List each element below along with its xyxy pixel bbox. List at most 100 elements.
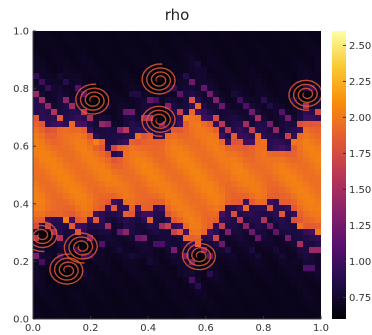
- heatmap-cell: [297, 223, 304, 230]
- heatmap-cell: [39, 289, 46, 296]
- heatmap-cell: [279, 169, 286, 176]
- heatmap-cell: [195, 139, 202, 146]
- heatmap-cell: [183, 301, 190, 308]
- heatmap-cell: [297, 277, 304, 284]
- heatmap-cell: [207, 229, 214, 236]
- heatmap-cell: [33, 145, 40, 152]
- heatmap-cell: [75, 157, 82, 164]
- heatmap-cell: [261, 67, 268, 74]
- heatmap-cell: [99, 67, 106, 74]
- heatmap-cell: [303, 301, 310, 308]
- heatmap-cell: [213, 73, 220, 80]
- heatmap-cell: [261, 37, 268, 44]
- heatmap-cell: [99, 91, 106, 98]
- heatmap-cell: [33, 37, 40, 44]
- heatmap-cell: [123, 283, 130, 290]
- heatmap-cell: [309, 49, 316, 56]
- heatmap-cell: [267, 109, 274, 116]
- heatmap-cell: [159, 193, 166, 200]
- heatmap-cell: [255, 247, 262, 254]
- x-tick-label: 0.8: [255, 323, 271, 334]
- heatmap-cell: [303, 241, 310, 248]
- heatmap-cell: [291, 61, 298, 68]
- heatmap-cell: [243, 175, 250, 182]
- heatmap-cell: [273, 169, 280, 176]
- heatmap-cell: [219, 97, 226, 104]
- heatmap-cell: [63, 205, 70, 212]
- heatmap-cell: [201, 139, 208, 146]
- heatmap-cell: [69, 163, 76, 170]
- heatmap-cell: [273, 199, 280, 206]
- heatmap-cell: [111, 91, 118, 98]
- heatmap-cell: [105, 115, 112, 122]
- heatmap-cell: [99, 139, 106, 146]
- heatmap-cell: [201, 223, 208, 230]
- heatmap-cell: [99, 73, 106, 80]
- heatmap-cell: [147, 223, 154, 230]
- heatmap-cell: [69, 235, 76, 242]
- heatmap-cell: [309, 211, 316, 218]
- heatmap-cell: [87, 187, 94, 194]
- heatmap-cell: [237, 265, 244, 272]
- heatmap-cell: [165, 295, 172, 302]
- heatmap-cell: [75, 253, 82, 260]
- heatmap-cell: [93, 43, 100, 50]
- heatmap-cell: [159, 307, 166, 314]
- heatmap-cell: [51, 223, 58, 230]
- heatmap-cell: [219, 169, 226, 176]
- heatmap-cell: [165, 175, 172, 182]
- heatmap-cell: [57, 127, 64, 134]
- heatmap-cell: [261, 187, 268, 194]
- heatmap-cell: [261, 31, 268, 38]
- heatmap-cell: [237, 193, 244, 200]
- heatmap-cell: [45, 289, 52, 296]
- heatmap-cell: [249, 229, 256, 236]
- heatmap-cell: [39, 265, 46, 272]
- heatmap-cell: [117, 103, 124, 110]
- heatmap-cell: [159, 283, 166, 290]
- heatmap-cell: [147, 145, 154, 152]
- heatmap-cell: [45, 259, 52, 266]
- heatmap-cell: [45, 133, 52, 140]
- heatmap-cell: [243, 307, 250, 314]
- heatmap-cell: [69, 301, 76, 308]
- heatmap-cell: [243, 97, 250, 104]
- heatmap-cell: [231, 91, 238, 98]
- colorbar-tick-label: 2.50: [349, 41, 371, 52]
- heatmap-cell: [249, 253, 256, 260]
- heatmap-cell: [123, 145, 130, 152]
- heatmap-cell: [51, 67, 58, 74]
- heatmap-cell: [309, 61, 316, 68]
- heatmap-cell: [99, 247, 106, 254]
- heatmap-cell: [87, 67, 94, 74]
- heatmap-cell: [69, 37, 76, 44]
- heatmap-cell: [117, 139, 124, 146]
- heatmap-cell: [117, 235, 124, 242]
- heatmap-cell: [69, 229, 76, 236]
- heatmap-cell: [261, 133, 268, 140]
- heatmap-cell: [45, 61, 52, 68]
- heatmap-cell: [39, 217, 46, 224]
- heatmap-cell: [147, 193, 154, 200]
- heatmap-cell: [207, 265, 214, 272]
- heatmap-cell: [267, 289, 274, 296]
- heatmap-cell: [261, 151, 268, 158]
- vortex-core: [141, 63, 176, 95]
- heatmap-cell: [231, 217, 238, 224]
- heatmap-cell: [177, 265, 184, 272]
- heatmap-cell: [99, 181, 106, 188]
- heatmap-cell: [279, 73, 286, 80]
- heatmap-cell: [243, 67, 250, 74]
- heatmap-cell: [255, 181, 262, 188]
- heatmap-cell: [189, 73, 196, 80]
- heatmap-cell: [279, 49, 286, 56]
- heatmap-cell: [261, 259, 268, 266]
- heatmap-cell: [183, 55, 190, 62]
- heatmap-cell: [225, 175, 232, 182]
- heatmap-cell: [171, 283, 178, 290]
- heatmap-cell: [39, 55, 46, 62]
- heatmap-cell: [231, 247, 238, 254]
- heatmap-cell: [237, 277, 244, 284]
- heatmap-cell: [189, 91, 196, 98]
- heatmap-cell: [255, 295, 262, 302]
